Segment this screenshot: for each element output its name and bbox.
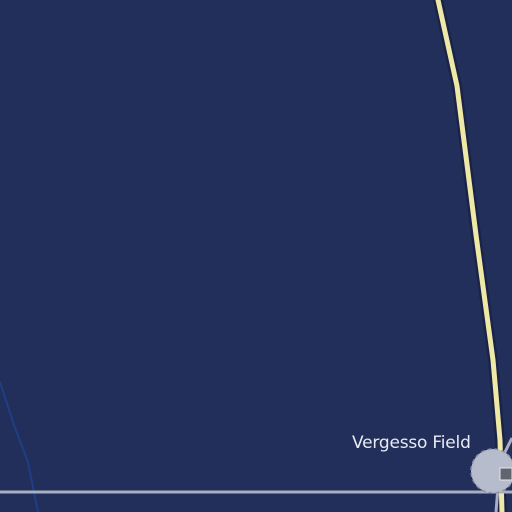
place-marker-icon[interactable] xyxy=(499,467,512,481)
place-label-vergesso-field[interactable]: Vergesso Field xyxy=(352,433,471,453)
minor-waterway-line xyxy=(0,381,39,512)
place-area-marker[interactable] xyxy=(470,448,512,494)
